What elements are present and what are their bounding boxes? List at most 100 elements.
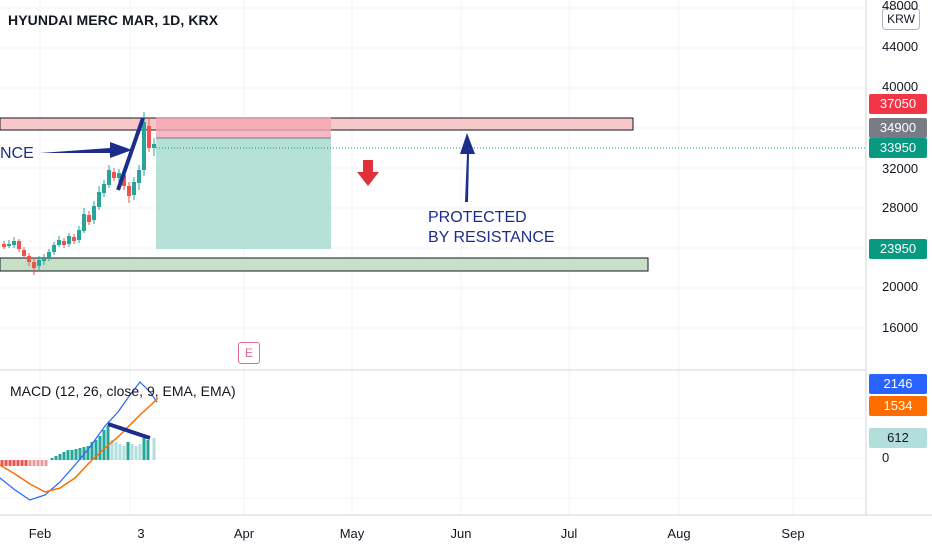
candle-body — [57, 240, 61, 245]
up-arrow — [460, 133, 475, 202]
time-tick: Jul — [560, 526, 578, 541]
time-tick: May — [339, 526, 365, 541]
histogram-bar — [142, 438, 146, 460]
histogram-bar — [50, 458, 54, 460]
candle-body — [12, 241, 16, 245]
candle-body — [7, 244, 11, 246]
histogram-bar — [98, 436, 102, 460]
histogram-bar — [118, 444, 122, 460]
signal-tag: 1534 — [869, 396, 927, 416]
candle-body — [122, 175, 126, 186]
time-tick: 3 — [137, 526, 145, 541]
candle-body — [92, 206, 96, 220]
candle-body — [77, 230, 81, 240]
price-tick: 28000 — [882, 200, 919, 215]
candle-body — [22, 250, 26, 256]
candle-body — [147, 126, 151, 148]
histogram-bar — [58, 454, 62, 460]
trend-line — [116, 117, 145, 191]
histogram-bar — [90, 442, 94, 460]
histogram-bar — [24, 460, 28, 466]
candlestick-series — [2, 112, 156, 275]
candle-body — [27, 256, 31, 262]
candle-body — [152, 144, 156, 148]
time-tick: Sep — [781, 526, 805, 541]
histogram-tag: 612 — [869, 428, 927, 448]
candle-body — [97, 192, 101, 207]
candle-body — [82, 214, 86, 231]
histogram-bar — [4, 460, 8, 466]
histogram-bar — [114, 442, 118, 460]
price-tag-last: 33950 — [869, 138, 927, 158]
histogram-bar — [20, 460, 24, 466]
candle-body — [52, 245, 56, 252]
candle-body — [67, 236, 71, 244]
histogram-bar — [44, 460, 48, 466]
histogram-bar — [8, 460, 12, 466]
candle-body — [137, 170, 141, 183]
time-tick: Feb — [28, 526, 52, 541]
candle-body — [62, 241, 66, 245]
histogram-bar — [12, 460, 16, 466]
support-zone[interactable] — [0, 257, 649, 272]
take-profit-zone[interactable] — [156, 138, 331, 249]
time-tick: Aug — [667, 526, 691, 541]
candle-body — [17, 241, 21, 249]
candle-body — [37, 260, 41, 266]
candle-body — [127, 186, 131, 196]
earnings-event-marker[interactable]: E — [238, 342, 260, 364]
candle-body — [32, 262, 36, 268]
symbol-title[interactable]: HYUNDAI MERC MAR, 1D, KRX — [8, 12, 219, 28]
histogram-bar — [152, 438, 156, 460]
histogram-bar — [0, 460, 4, 466]
price-tick: 40000 — [882, 79, 919, 94]
candle-body — [42, 257, 46, 261]
histogram-bar — [70, 450, 74, 460]
histogram-bar — [62, 452, 66, 460]
histogram-bar — [134, 446, 138, 460]
histogram-bar — [138, 444, 142, 460]
macd-histogram — [0, 426, 156, 466]
price-tag-entry: 34900 — [869, 118, 927, 138]
price-tick: 20000 — [882, 279, 919, 294]
macd-indicator-label[interactable]: MACD (12, 26, close, 9, EMA, EMA) — [10, 383, 236, 399]
annotation-left-text: NCE — [0, 145, 34, 162]
histogram-bar — [54, 456, 58, 460]
price-tick: 32000 — [882, 161, 919, 176]
histogram-bar — [28, 460, 32, 466]
histogram-bar — [130, 444, 134, 460]
currency-badge[interactable]: KRW — [882, 8, 920, 30]
price-tag-target: 23950 — [869, 239, 927, 259]
candle-body — [117, 173, 121, 178]
stop-loss-zone[interactable] — [156, 117, 331, 138]
candle-body — [132, 182, 136, 195]
candle-body — [47, 252, 51, 258]
histogram-bar — [94, 440, 98, 460]
arrow-to-resistance — [40, 142, 132, 158]
histogram-bar — [122, 446, 126, 460]
histogram-bar — [78, 448, 82, 460]
histogram-bar — [106, 426, 110, 460]
candle-body — [102, 184, 106, 193]
histogram-bar — [32, 460, 36, 466]
price-tick: 48000 — [882, 0, 919, 13]
histogram-bar — [110, 440, 114, 460]
histogram-bar — [102, 430, 106, 460]
histogram-bar — [16, 460, 20, 466]
candle-body — [87, 215, 91, 222]
signal-line — [0, 397, 159, 493]
macd-line — [0, 381, 158, 501]
histogram-bar — [146, 440, 150, 460]
candle-body — [142, 122, 146, 170]
histogram-bar — [36, 460, 40, 466]
histogram-bar — [66, 450, 70, 460]
candle-body — [112, 172, 116, 178]
candle-body — [107, 170, 111, 185]
candle-body — [72, 237, 76, 241]
candle-body — [2, 244, 6, 247]
annotation-line-2: BY RESISTANCE — [428, 229, 555, 246]
price-tick: 16000 — [882, 320, 919, 335]
time-tick: Apr — [233, 526, 255, 541]
macd-tag: 2146 — [869, 374, 927, 394]
